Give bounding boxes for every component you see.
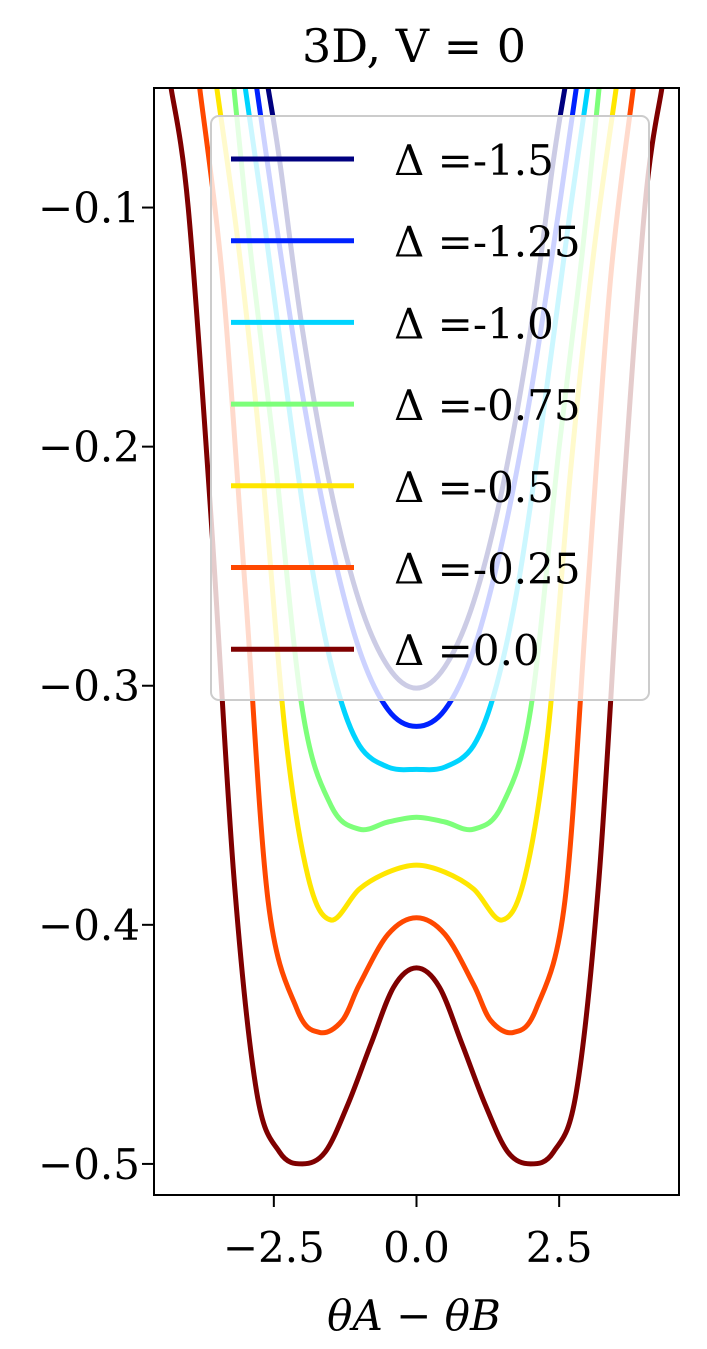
y-tick-label-1: −0.2	[38, 423, 140, 472]
legend-label-2: Δ =-1.0	[394, 299, 554, 348]
x-axis: −2.5 0.0 2.5	[223, 1195, 593, 1272]
x-tick-label-1: 0.0	[383, 1223, 450, 1272]
legend-label-1: Δ =-1.25	[394, 218, 581, 267]
y-tick-label-4: −0.5	[38, 1140, 140, 1189]
legend-label-3: Δ =-0.75	[394, 381, 581, 430]
x-tick-label-0: −2.5	[223, 1223, 325, 1272]
x-tick-label-2: 2.5	[526, 1223, 593, 1272]
legend-label-4: Δ =-0.5	[394, 463, 554, 512]
y-axis: −0.1 −0.2 −0.3 −0.4 −0.5	[38, 184, 154, 1189]
legend-label-6: Δ =0.0	[394, 626, 540, 675]
legend: Δ =-1.5 Δ =-1.25 Δ =-1.0 Δ =-0.75 Δ =-0.5 Δ =…	[210, 115, 650, 701]
y-tick-label-0: −0.1	[38, 184, 140, 233]
y-tick-label-2: −0.3	[38, 662, 140, 711]
legend-box	[210, 115, 650, 701]
series-line-6	[168, 88, 665, 1167]
x-axis-label: θA − θB	[327, 1291, 501, 1340]
legend-label-0: Δ =-1.5	[394, 136, 554, 185]
y-tick-label-3: −0.4	[38, 901, 140, 950]
legend-label-5: Δ =-0.25	[394, 545, 581, 594]
chart-title: 3D, V = 0	[302, 19, 526, 73]
